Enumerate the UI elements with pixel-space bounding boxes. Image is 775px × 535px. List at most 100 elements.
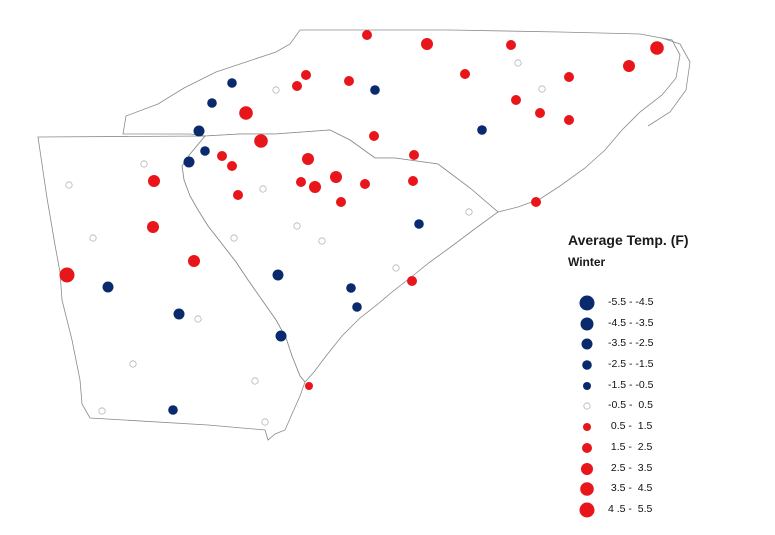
legend-title: Average Temp. (F) (568, 232, 689, 248)
station-marker (227, 161, 237, 171)
station-marker (239, 106, 253, 120)
station-marker (305, 382, 313, 390)
station-marker (318, 237, 326, 245)
station-marker (392, 264, 400, 272)
station-marker (309, 181, 321, 193)
legend-symbol (577, 355, 597, 375)
station-marker (531, 197, 541, 207)
legend-item: -2.5 - -1.5 (568, 355, 758, 376)
station-marker (301, 70, 311, 80)
legend-item: -3.5 - -2.5 (568, 334, 758, 355)
station-marker (193, 125, 205, 137)
legend-item: -5.5 - -4.5 (568, 293, 758, 314)
legend-label: -0.5 - 0.5 (608, 399, 653, 412)
station-marker (148, 175, 160, 187)
station-marker (173, 308, 185, 320)
legend-label: -2.5 - -1.5 (608, 358, 654, 371)
legend-symbol (577, 293, 597, 313)
station-marker (188, 255, 200, 267)
legend-symbol (577, 438, 597, 458)
legend-symbol (577, 479, 597, 499)
legend-subtitle: Winter (568, 255, 606, 269)
station-marker (330, 171, 342, 183)
station-marker (296, 177, 306, 187)
station-marker (89, 234, 97, 242)
legend-symbol (577, 417, 597, 437)
station-marker (233, 190, 243, 200)
station-marker (535, 108, 545, 118)
station-marker (407, 276, 417, 286)
station-marker (200, 146, 210, 156)
station-marker (477, 125, 487, 135)
legend-item: 1.5 - 2.5 (568, 438, 758, 459)
station-marker (421, 38, 433, 50)
legend-label: 2.5 - 3.5 (608, 461, 653, 474)
legend-items: -5.5 - -4.5 -4.5 - -3.5 -3.5 - -2.5 -2.5 - … (568, 293, 758, 521)
station-marker (336, 197, 346, 207)
station-marker (514, 59, 522, 67)
station-marker (129, 360, 137, 368)
station-marker (360, 179, 370, 189)
station-marker (183, 156, 195, 168)
station-markers (59, 30, 664, 426)
station-marker (344, 76, 354, 86)
station-marker (465, 208, 473, 216)
station-marker (370, 85, 380, 95)
station-marker (194, 315, 202, 323)
legend-label: 4 .5 - 5.5 (608, 502, 653, 515)
legend-symbol (577, 459, 597, 479)
station-marker (408, 176, 418, 186)
legend-label: -5.5 - -4.5 (608, 296, 654, 308)
station-marker (98, 407, 106, 415)
station-marker (207, 98, 217, 108)
station-marker (564, 115, 574, 125)
legend-label: -4.5 - -3.5 (608, 316, 654, 329)
station-marker (506, 40, 516, 50)
legend-label: -3.5 - -2.5 (608, 337, 654, 350)
station-marker (272, 269, 284, 281)
legend-symbol (577, 396, 597, 416)
legend-symbol (577, 376, 597, 396)
legend-item: 0.5 - 1.5 (568, 417, 758, 438)
legend: Average Temp. (F) Winter -5.5 - -4.5 -4.5… (568, 232, 758, 521)
legend-label: 0.5 - 1.5 (608, 420, 653, 433)
legend-item: -1.5 - -0.5 (568, 376, 758, 397)
station-marker (564, 72, 574, 82)
station-marker (409, 150, 419, 160)
legend-label: -1.5 - -0.5 (608, 378, 654, 391)
station-marker (460, 69, 470, 79)
legend-label: 3.5 - 4.5 (608, 482, 653, 495)
station-marker (65, 181, 73, 189)
station-marker (352, 302, 362, 312)
station-marker (275, 330, 287, 342)
station-marker (362, 30, 372, 40)
station-marker (369, 131, 379, 141)
legend-item: 4 .5 - 5.5 (568, 500, 758, 521)
legend-symbol (577, 500, 597, 520)
legend-symbol (577, 334, 597, 354)
station-marker (292, 81, 302, 91)
station-marker (272, 86, 280, 94)
georgia-outline (37, 135, 306, 441)
legend-item: 3.5 - 4.5 (568, 479, 758, 500)
station-marker (251, 377, 259, 385)
station-marker (59, 267, 75, 283)
legend-item: 2.5 - 3.5 (568, 459, 758, 480)
station-marker (230, 234, 238, 242)
legend-label: 1.5 - 2.5 (608, 440, 653, 453)
station-marker (538, 85, 546, 93)
station-marker (147, 221, 159, 233)
station-marker (168, 405, 178, 415)
station-marker (511, 95, 521, 105)
station-marker (217, 151, 227, 161)
station-marker (227, 78, 237, 88)
outer-banks (647, 37, 691, 127)
station-marker (623, 60, 635, 72)
station-marker (346, 283, 356, 293)
station-marker (302, 153, 314, 165)
station-marker (140, 160, 148, 168)
legend-item: -0.5 - 0.5 (568, 396, 758, 417)
station-marker (259, 185, 267, 193)
station-marker (414, 219, 424, 229)
